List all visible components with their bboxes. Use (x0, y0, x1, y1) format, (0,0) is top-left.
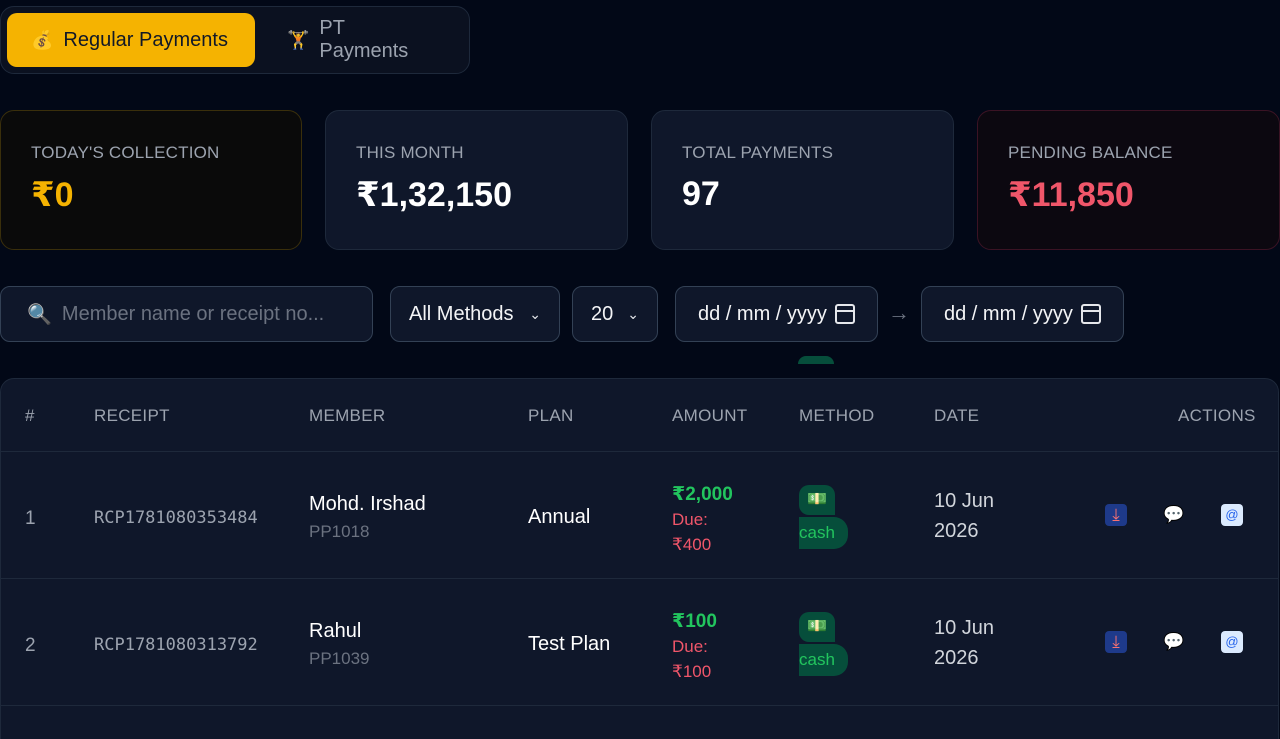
stat-card-month: THIS MONTH ₹1,32,150 (325, 110, 628, 250)
method-badge: 💵 cash (799, 612, 848, 676)
column-header: ACTIONS (1178, 406, 1256, 425)
due-label: Due: (672, 510, 708, 529)
member-id: PP1039 (309, 649, 370, 668)
chevron-down-icon: ⌄ (529, 305, 541, 322)
stat-value: ₹0 (31, 176, 74, 214)
member-name: Rahul (309, 620, 362, 642)
page-size-value: 20 (591, 302, 614, 325)
amount-cell: ₹100 Due: ₹100 (672, 609, 717, 684)
page-size-select[interactable]: 20 ⌄ (572, 286, 658, 342)
plan-name: Annual (528, 506, 591, 528)
arrow-right-icon: → (888, 300, 910, 325)
search-placeholder: Member name or receipt no... (61, 302, 325, 325)
payment-date: 10 Jun 2026 (934, 613, 994, 673)
date-to-value: dd / mm / yyyy (944, 302, 1073, 325)
row-index: 1 (25, 508, 36, 529)
email-icon[interactable]: @ (1221, 631, 1243, 653)
download-receipt-icon[interactable]: ⤓ (1105, 504, 1127, 526)
column-header: AMOUNT (672, 406, 748, 425)
tab-label: PT Payments (319, 17, 409, 62)
row-index: 2 (25, 635, 36, 656)
method-badge-partial (798, 356, 834, 364)
table-header: # RECEIPT MEMBER PLAN AMOUNT METHOD DATE… (1, 379, 1278, 452)
calendar-icon[interactable] (835, 304, 855, 324)
payment-tabs: 💰 Regular Payments 🏋 PT Payments (0, 6, 470, 74)
row-actions: ⤓ 💬 @ (1105, 631, 1243, 653)
email-icon[interactable]: @ (1221, 504, 1243, 526)
member-name: Mohd. Irshad (309, 493, 426, 515)
method-select[interactable]: All Methods ⌄ (390, 286, 560, 342)
method-label: cash (799, 517, 848, 549)
dumbbell-icon: 🏋 (286, 29, 310, 50)
payments-table: # RECEIPT MEMBER PLAN AMOUNT METHOD DATE… (0, 378, 1279, 739)
date-year: 2026 (934, 647, 979, 669)
stat-value: 97 (682, 175, 720, 213)
chevron-down-icon: ⌄ (627, 305, 639, 322)
date-from-value: dd / mm / yyyy (698, 302, 827, 325)
stat-label: TODAY'S COLLECTION (31, 143, 220, 162)
tab-label: Regular Payments (63, 28, 228, 51)
stat-card-today: TODAY'S COLLECTION ₹0 (0, 110, 302, 250)
payment-date: 10 Jun 2026 (934, 486, 994, 546)
stat-card-pending: PENDING BALANCE ₹11,850 (977, 110, 1280, 250)
stat-value: ₹11,850 (1008, 176, 1134, 214)
receipt-number: RCP1781080313792 (94, 635, 258, 655)
tab-pt-payments[interactable]: 🏋 PT Payments (263, 13, 463, 67)
plan-name: Test Plan (528, 633, 611, 655)
amount-paid: ₹2,000 (672, 484, 733, 505)
stat-label: PENDING BALANCE (1008, 143, 1173, 162)
money-bag-icon: 💰 (31, 29, 54, 50)
due-amount: ₹100 (672, 662, 712, 681)
date-to-input[interactable]: dd / mm / yyyy (921, 286, 1124, 342)
table-row: 1 RCP1781080353484 Mohd. Irshad PP1018 A… (1, 452, 1278, 579)
due-label: Due: (672, 637, 708, 656)
chat-bubble-icon[interactable]: 💬 (1163, 632, 1185, 651)
date-year: 2026 (934, 520, 979, 542)
cash-icon: 💵 (799, 485, 835, 515)
method-select-value: All Methods (409, 302, 514, 325)
column-header: DATE (934, 406, 980, 425)
column-header: METHOD (799, 406, 875, 425)
member-cell: Rahul PP1039 (309, 620, 370, 669)
member-id: PP1018 (309, 522, 370, 541)
row-actions: ⤓ 💬 @ (1105, 504, 1243, 526)
method-label: cash (799, 644, 848, 676)
cash-icon: 💵 (799, 612, 835, 642)
column-header: # (25, 406, 35, 425)
due-amount: ₹400 (672, 535, 712, 554)
member-cell: Mohd. Irshad PP1018 (309, 493, 426, 542)
column-header: PLAN (528, 406, 574, 425)
stat-label: THIS MONTH (356, 143, 464, 162)
column-header: MEMBER (309, 406, 386, 425)
date-day: 10 Jun (934, 617, 995, 639)
tab-regular-payments[interactable]: 💰 Regular Payments (7, 13, 255, 67)
search-input[interactable]: 🔍 Member name or receipt no... (0, 286, 373, 342)
amount-cell: ₹2,000 Due: ₹400 (672, 482, 733, 557)
download-receipt-icon[interactable]: ⤓ (1105, 631, 1127, 653)
stat-value: ₹1,32,150 (356, 176, 513, 214)
method-badge: 💵 cash (799, 485, 848, 549)
receipt-number: RCP1781080353484 (94, 508, 258, 528)
column-header: RECEIPT (94, 406, 170, 425)
calendar-icon[interactable] (1081, 304, 1101, 324)
date-day: 10 Jun (934, 490, 995, 512)
search-icon: 🔍 (27, 303, 52, 326)
stat-label: TOTAL PAYMENTS (682, 143, 834, 162)
date-from-input[interactable]: dd / mm / yyyy (675, 286, 878, 342)
chat-bubble-icon[interactable]: 💬 (1163, 505, 1185, 524)
amount-paid: ₹100 (672, 611, 717, 632)
stat-card-total: TOTAL PAYMENTS 97 (651, 110, 954, 250)
table-row: 2 RCP1781080313792 Rahul PP1039 Test Pla… (1, 579, 1278, 706)
